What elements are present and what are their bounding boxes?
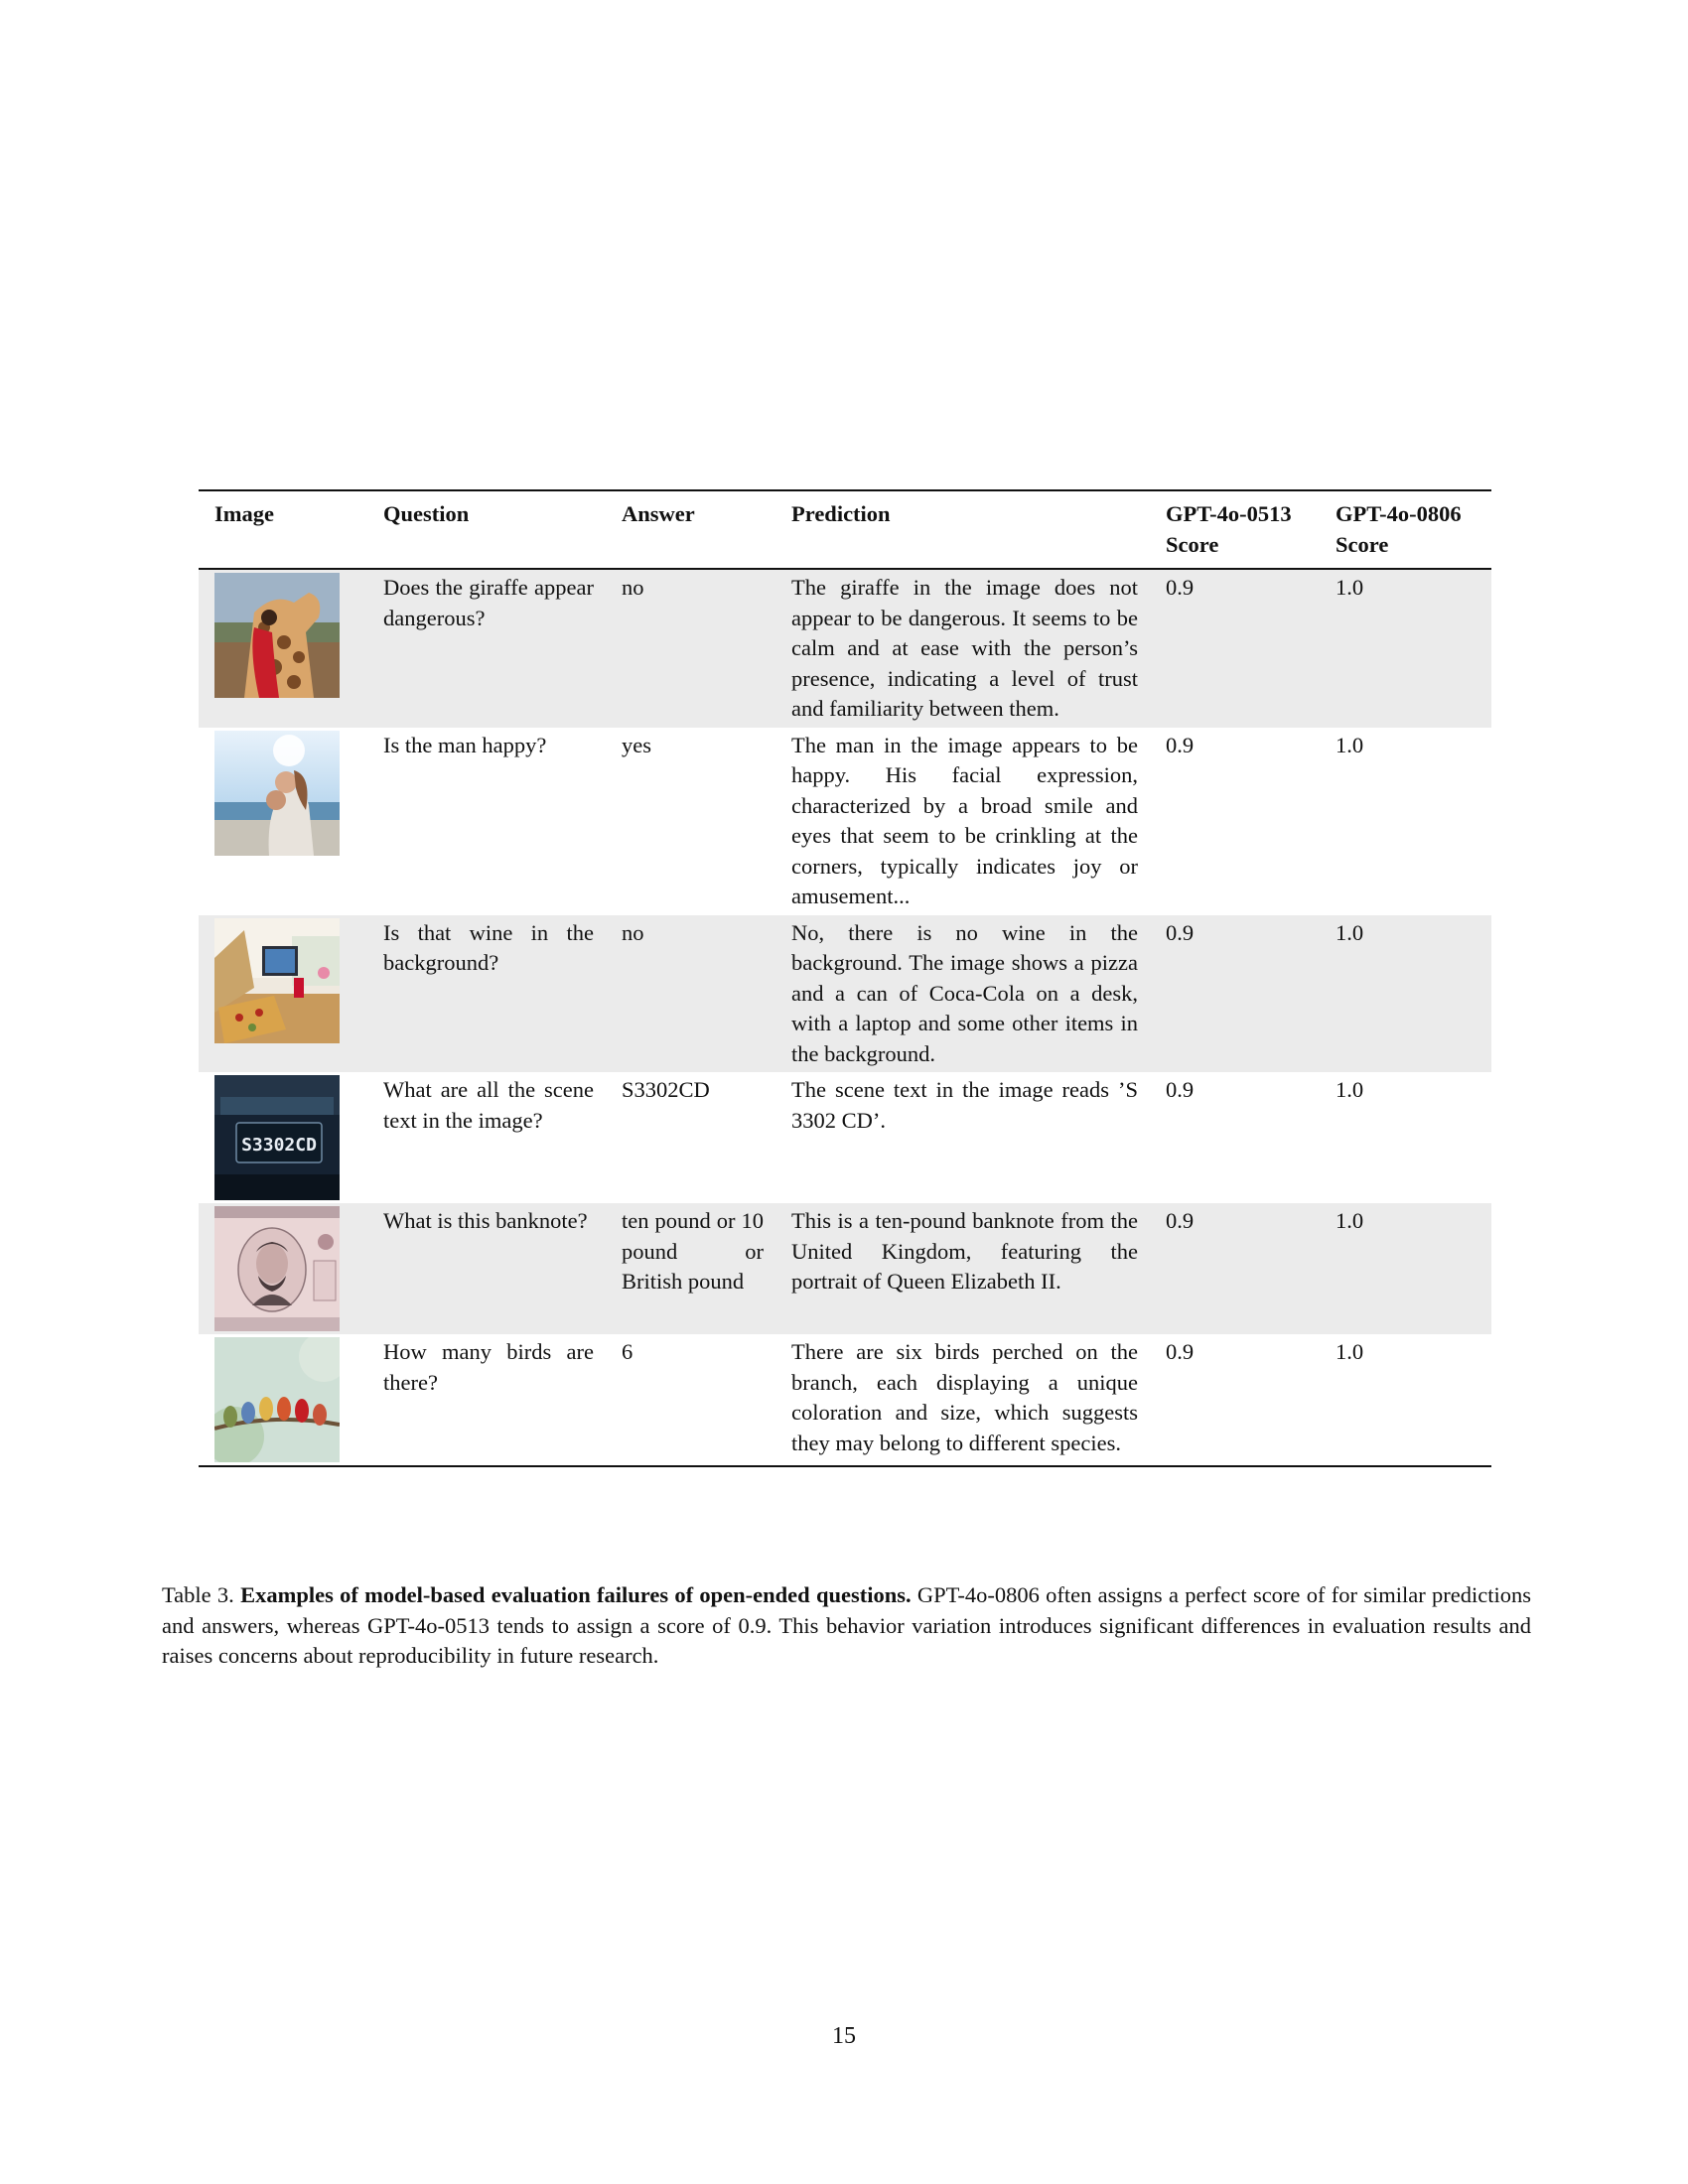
header-image: Image bbox=[214, 501, 274, 526]
prediction-cell: The scene text in the image reads ’S 330… bbox=[791, 1077, 1138, 1133]
table-row: What is this banknote? ten pound or 10 p… bbox=[199, 1203, 1491, 1334]
score-0806-cell: 1.0 bbox=[1336, 732, 1364, 757]
score-0513-cell: 0.9 bbox=[1166, 732, 1195, 757]
image-cell bbox=[199, 1334, 367, 1466]
beach-couple-photo-icon bbox=[214, 730, 340, 856]
pizza-desk-photo bbox=[214, 917, 340, 1043]
table-header-row: Image Question Answer Prediction GPT-4o-… bbox=[199, 490, 1491, 569]
license-plate-photo-icon: S3302CD bbox=[214, 1075, 340, 1200]
table-caption: Table 3. Examples of model-based evaluat… bbox=[162, 1580, 1531, 1672]
banknote-photo bbox=[214, 1206, 340, 1331]
score-0513-cell: 0.9 bbox=[1166, 1339, 1195, 1364]
score-0513-cell: 0.9 bbox=[1150, 1203, 1320, 1334]
answer-cell: no bbox=[606, 914, 775, 1072]
header-score-0806: GPT-4o-0806 Score bbox=[1336, 501, 1462, 557]
prediction-cell: There are six birds perched on the branc… bbox=[791, 1339, 1138, 1455]
score-0513-cell: 0.9 bbox=[1150, 914, 1320, 1072]
license-plate-text: S3302CD bbox=[241, 1135, 317, 1156]
header-prediction: Prediction bbox=[791, 501, 891, 526]
giraffe-photo bbox=[214, 573, 340, 698]
header-answer: Answer bbox=[622, 501, 695, 526]
image-cell: S3302CD bbox=[199, 1072, 367, 1203]
giraffe-photo-icon bbox=[214, 573, 340, 698]
birds-branch-photo-icon bbox=[214, 1337, 340, 1462]
score-0806-cell: 1.0 bbox=[1320, 914, 1491, 1072]
results-table: Image Question Answer Prediction GPT-4o-… bbox=[199, 489, 1491, 1467]
answer-cell: no bbox=[606, 569, 775, 728]
answer-cell: yes bbox=[622, 732, 651, 757]
question-cell: How many birds are there? bbox=[383, 1339, 594, 1395]
image-cell bbox=[199, 914, 367, 1072]
image-cell bbox=[199, 569, 367, 728]
banknote-photo-icon bbox=[214, 1206, 340, 1331]
image-cell bbox=[199, 728, 367, 915]
score-0806-cell: 1.0 bbox=[1336, 1339, 1364, 1364]
caption-body: GPT-4o-0806 often assigns a perfect scor… bbox=[162, 1582, 1532, 1668]
caption-title: Examples of model-based evaluation failu… bbox=[240, 1582, 912, 1607]
score-0806-cell: 1.0 bbox=[1336, 1077, 1364, 1102]
page-number: 15 bbox=[832, 2023, 856, 2049]
question-cell: What are all the scene text in the image… bbox=[383, 1077, 594, 1133]
answer-cell: 6 bbox=[622, 1339, 633, 1364]
table-row: How many birds are there? 6 There are si… bbox=[199, 1334, 1491, 1466]
table-row: Is that wine in the background? no No, t… bbox=[199, 914, 1491, 1072]
prediction-cell: This is a ten-pound banknote from the Un… bbox=[775, 1203, 1150, 1334]
score-0806-cell: 1.0 bbox=[1320, 1203, 1491, 1334]
table-row: Is the man happy? yes The man in the ima… bbox=[199, 728, 1491, 915]
question-cell: Does the giraffe appear dangerous? bbox=[367, 569, 606, 728]
prediction-cell: The man in the image appears to be happy… bbox=[791, 732, 1138, 909]
license-plate-photo: S3302CD bbox=[214, 1075, 340, 1200]
image-cell bbox=[199, 1203, 367, 1334]
results-table-container: Image Question Answer Prediction GPT-4o-… bbox=[199, 489, 1491, 1467]
prediction-cell: The giraffe in the image does not appear… bbox=[775, 569, 1150, 728]
beach-couple-photo bbox=[214, 730, 340, 856]
answer-cell: ten pound or 10 pound or British pound bbox=[606, 1203, 775, 1334]
birds-branch-photo bbox=[214, 1337, 340, 1462]
answer-cell: S3302CD bbox=[622, 1077, 710, 1102]
header-question: Question bbox=[383, 501, 470, 526]
score-0513-cell: 0.9 bbox=[1150, 569, 1320, 728]
prediction-cell: No, there is no wine in the background. … bbox=[775, 914, 1150, 1072]
question-cell: What is this banknote? bbox=[367, 1203, 606, 1334]
header-score-0513: GPT-4o-0513 Score bbox=[1166, 501, 1292, 557]
pizza-desk-photo-icon bbox=[214, 917, 340, 1043]
score-0806-cell: 1.0 bbox=[1320, 569, 1491, 728]
question-cell: Is that wine in the background? bbox=[367, 914, 606, 1072]
table-row: Does the giraffe appear dangerous? no Th… bbox=[199, 569, 1491, 728]
score-0513-cell: 0.9 bbox=[1166, 1077, 1195, 1102]
caption-label: Table 3. bbox=[162, 1582, 234, 1607]
question-cell: Is the man happy? bbox=[383, 732, 547, 757]
table-row: S3302CD What are all the scene text in t… bbox=[199, 1072, 1491, 1203]
